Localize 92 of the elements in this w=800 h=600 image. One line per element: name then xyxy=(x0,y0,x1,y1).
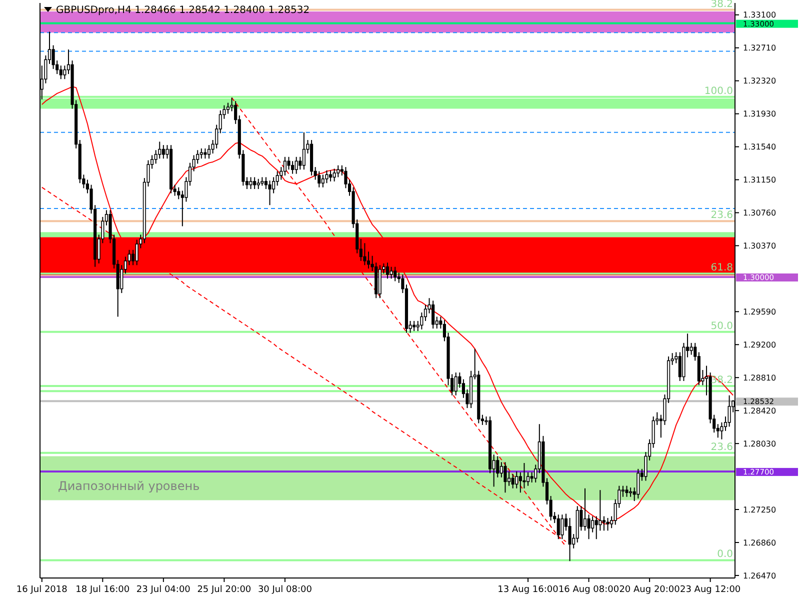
candlestick xyxy=(59,65,62,80)
x-tick-label: 16 Jul 2018 xyxy=(16,585,68,595)
candlestick xyxy=(366,251,370,270)
candlestick xyxy=(511,473,514,489)
candlestick xyxy=(515,470,518,489)
candlestick xyxy=(256,178,260,190)
x-tick-label: 20 Aug 20:00 xyxy=(619,585,680,595)
candlestick xyxy=(268,180,272,206)
x-tick-label: 23 Jul 04:00 xyxy=(136,585,191,595)
candlestick xyxy=(606,517,610,532)
candlestick xyxy=(264,176,268,190)
x-tick-label: 30 Jul 08:00 xyxy=(258,585,312,595)
candlestick xyxy=(291,160,294,174)
y-tick-label: 1.29590 xyxy=(743,307,776,316)
candlestick xyxy=(63,65,66,80)
candlestick xyxy=(594,516,598,540)
y-tick-label: 1.30760 xyxy=(743,208,776,218)
y-tick-label: 1.31930 xyxy=(743,110,776,119)
candlestick xyxy=(336,164,340,178)
candlestick xyxy=(390,266,393,280)
candlestick xyxy=(287,156,290,170)
y-tick-label: 1.31150 xyxy=(743,176,776,185)
candlestick xyxy=(283,156,286,176)
annotation: 50.0 xyxy=(710,320,733,332)
candlestick xyxy=(560,514,564,540)
candlestick xyxy=(253,176,256,190)
candlestick xyxy=(321,174,324,188)
candlestick xyxy=(325,170,328,184)
candlestick xyxy=(690,342,693,356)
candlestick xyxy=(328,170,332,182)
x-tick-label: 25 Jul 20:00 xyxy=(197,585,252,595)
candlestick xyxy=(120,264,124,294)
candlestick xyxy=(720,422,724,440)
candlestick xyxy=(294,156,298,174)
candlestick xyxy=(602,516,606,532)
y-tick-label: 1.33100 xyxy=(743,10,776,20)
candlestick xyxy=(302,132,306,170)
x-tick-label: 23 Aug 12:00 xyxy=(680,585,741,595)
candlestick xyxy=(522,462,526,489)
candlestick xyxy=(226,102,230,114)
candlestick xyxy=(363,242,366,266)
candlestick xyxy=(394,266,397,282)
y-tick-label: 1.26860 xyxy=(743,538,776,548)
annotation: 0.0 xyxy=(717,549,733,560)
y-tick-label: 1.28030 xyxy=(743,439,776,448)
y-tick-label: 1.28810 xyxy=(743,373,776,382)
chart-title: GBPUSDpro,H4 1.28466 1.28542 1.28400 1.28532 xyxy=(56,5,310,16)
candlestick xyxy=(530,472,534,483)
candlestick xyxy=(386,262,390,280)
y-tick-label: 1.30370 xyxy=(743,241,776,250)
candlestick xyxy=(583,488,587,532)
y-tick-label: 1.28420 xyxy=(743,406,776,416)
annotation: 23.6 xyxy=(710,442,733,453)
candlestick xyxy=(276,170,279,186)
candlestick xyxy=(177,186,180,200)
y-tick-label: 1.32320 xyxy=(743,76,776,86)
x-tick-label: 13 Aug 16:00 xyxy=(498,585,559,595)
y-tick-label: 1.32710 xyxy=(743,44,776,53)
candlestick xyxy=(424,304,428,322)
annotation: 61.8 xyxy=(710,262,733,274)
candlestick xyxy=(728,394,731,428)
candlestick xyxy=(412,320,416,332)
candlestick xyxy=(568,517,572,562)
candlestick xyxy=(598,490,602,532)
candlestick xyxy=(332,168,336,182)
candlestick xyxy=(526,472,530,486)
y-tick-label: 1.26470 xyxy=(743,571,776,580)
annotation: 100.0 xyxy=(704,86,733,97)
candlestick xyxy=(200,148,203,160)
candlestick xyxy=(420,312,424,330)
y-tick-label: 1.31540 xyxy=(743,142,776,152)
candlestick xyxy=(318,170,321,188)
y-tick-label: 1.29200 xyxy=(743,340,776,350)
y-tick-label: 1.27250 xyxy=(743,505,776,514)
x-tick-label: 16 Aug 08:00 xyxy=(558,585,620,595)
candlestick xyxy=(158,141,162,160)
candlestick xyxy=(625,485,628,498)
candlestick xyxy=(500,462,503,478)
candlestick xyxy=(454,372,458,396)
candlestick xyxy=(432,300,435,330)
candlestick xyxy=(556,514,560,540)
candlestick xyxy=(207,144,211,160)
annotation: 23.6 xyxy=(710,210,733,222)
candlestick xyxy=(636,468,640,500)
candlestick xyxy=(249,176,252,190)
candlestick xyxy=(204,148,207,160)
band-label: Диапозонный уровень xyxy=(58,479,200,494)
candlestick xyxy=(629,487,632,498)
candlestick xyxy=(591,516,594,533)
candlestick xyxy=(162,144,165,160)
candlestick xyxy=(504,462,507,494)
x-tick-label: 18 Jul 16:00 xyxy=(76,585,130,595)
